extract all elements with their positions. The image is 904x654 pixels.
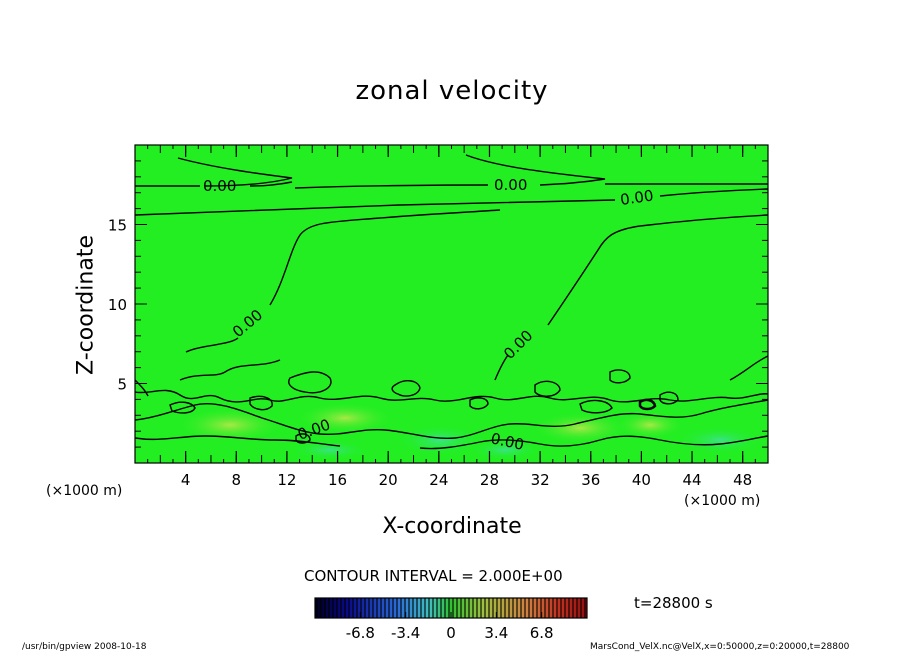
contour-line	[659, 188, 768, 197]
shade-blob	[470, 440, 540, 460]
x-tick-label: 24	[429, 471, 448, 489]
contour-label: 0.00	[203, 177, 236, 195]
contour-line	[609, 369, 631, 384]
contour-line	[185, 337, 239, 353]
contour-line	[249, 395, 273, 411]
time-label: t=28800 s	[634, 594, 713, 612]
colorbar-tick-label: 0	[446, 624, 456, 642]
x-unit-right: (×1000 m)	[684, 493, 761, 509]
x-unit-left: (×1000 m)	[46, 483, 123, 499]
x-tick-label: 16	[328, 471, 347, 489]
colorbar-ticks: -6.8 -3.4 0 3.4 6.8	[346, 612, 554, 642]
contour-line	[288, 371, 332, 394]
x-tick-label: 28	[480, 471, 499, 489]
y-axis-label: Z-coordinate	[73, 235, 99, 375]
shade-blob	[395, 424, 485, 456]
contour-line	[729, 355, 768, 381]
colorbar-tick-label: -3.4	[391, 624, 420, 642]
contour-line	[294, 184, 489, 189]
y-tick-label: 5	[117, 376, 127, 394]
shade-blob	[530, 412, 630, 444]
x-tick-label: 20	[379, 471, 398, 489]
shade-blob	[295, 402, 395, 434]
contour-label: 0.00	[619, 186, 655, 208]
contour-line	[638, 398, 657, 411]
colorbar-stripes	[315, 598, 587, 618]
contour-lines	[135, 154, 768, 450]
contour-line	[659, 391, 679, 405]
x-tick-label: 44	[682, 471, 701, 489]
footer-right: MarsCond_VelX.nc@VelX,x=0:50000,z=0:2000…	[590, 642, 850, 652]
contour-line	[419, 435, 768, 450]
contour-line	[494, 354, 509, 381]
x-tick-label: 40	[632, 471, 651, 489]
contour-line	[547, 214, 768, 326]
shade-blob	[615, 411, 685, 439]
footer-left: /usr/bin/gpview 2008-10-18	[22, 642, 147, 652]
contour-line	[391, 380, 421, 397]
x-tick-label: 48	[733, 471, 752, 489]
x-tick-label: 8	[232, 471, 242, 489]
shading-blobs	[175, 402, 765, 460]
shade-blob	[675, 426, 765, 454]
shade-blob	[290, 440, 370, 460]
contour-line	[177, 157, 293, 187]
contour-line	[534, 380, 561, 397]
colorbar-tick-label: 3.4	[484, 624, 508, 642]
contour-label: 0.00	[494, 176, 527, 194]
contour-line	[465, 154, 606, 186]
colorbar-tick-label: -6.8	[346, 624, 375, 642]
colorbar-tick-label: 6.8	[530, 624, 554, 642]
x-tick-label: 12	[277, 471, 296, 489]
contour-line	[135, 379, 149, 397]
contour-line	[135, 399, 768, 440]
contour-line	[579, 399, 613, 414]
x-tick-label: 36	[581, 471, 600, 489]
contour-line	[135, 199, 616, 216]
contour-line	[179, 359, 281, 381]
x-tick-label: 32	[531, 471, 550, 489]
contour-line	[249, 181, 293, 187]
contour-line	[135, 389, 768, 403]
x-axis-label: X-coordinate	[382, 514, 522, 539]
y-tick-label: 15	[108, 217, 127, 235]
contour-line	[169, 401, 196, 414]
contour-line	[135, 435, 341, 447]
chart-title: zonal velocity	[355, 76, 549, 106]
contour-interval: CONTOUR INTERVAL = 2.000E+00	[304, 567, 563, 585]
contour-line	[469, 397, 489, 410]
contour-line	[269, 209, 501, 306]
y-tick-label: 10	[108, 296, 127, 314]
contour-line	[295, 433, 311, 444]
colorbar: -6.8 -3.4 0 3.4 6.8	[314, 597, 588, 642]
x-tick-label: 4	[181, 471, 191, 489]
